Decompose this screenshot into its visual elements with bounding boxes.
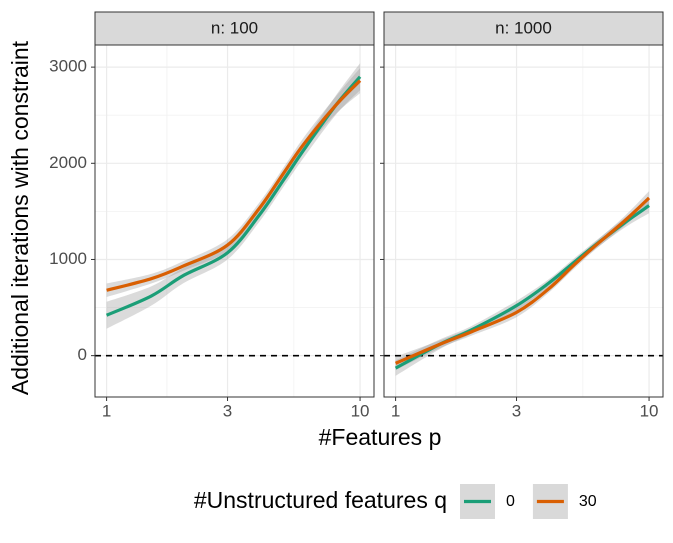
confidence-band bbox=[106, 63, 361, 329]
legend-title: #Unstructured features q bbox=[194, 487, 447, 513]
y-axis-title: Additional iterations with constraint bbox=[7, 40, 33, 395]
x-tick-label: 1 bbox=[391, 401, 400, 420]
strip bbox=[94, 11, 375, 46]
legend-label: 0 bbox=[506, 493, 515, 510]
series-line bbox=[394, 196, 651, 365]
panel-border bbox=[94, 44, 375, 398]
strip-label: n: 1000 bbox=[495, 18, 552, 37]
x-tick-label: 10 bbox=[640, 401, 659, 420]
y-tick-label: 0 bbox=[78, 345, 87, 364]
x-axis-title: #Features p bbox=[319, 424, 442, 450]
x-tick-label: 3 bbox=[512, 401, 521, 420]
x-tick-label: 3 bbox=[223, 401, 232, 420]
y-tick-label: 1000 bbox=[49, 249, 87, 268]
strip-label: n: 100 bbox=[211, 18, 258, 37]
legend-label: 30 bbox=[579, 493, 597, 510]
series-line bbox=[106, 79, 362, 292]
x-tick-label: 10 bbox=[351, 401, 370, 420]
confidence-band bbox=[106, 68, 361, 297]
confidence-band bbox=[395, 197, 650, 376]
strip bbox=[383, 11, 664, 46]
y-tick-label: 3000 bbox=[49, 57, 87, 76]
confidence-band bbox=[395, 191, 650, 371]
y-tick-label: 2000 bbox=[49, 153, 87, 172]
panel-border bbox=[383, 44, 664, 398]
x-tick-label: 1 bbox=[102, 401, 111, 420]
